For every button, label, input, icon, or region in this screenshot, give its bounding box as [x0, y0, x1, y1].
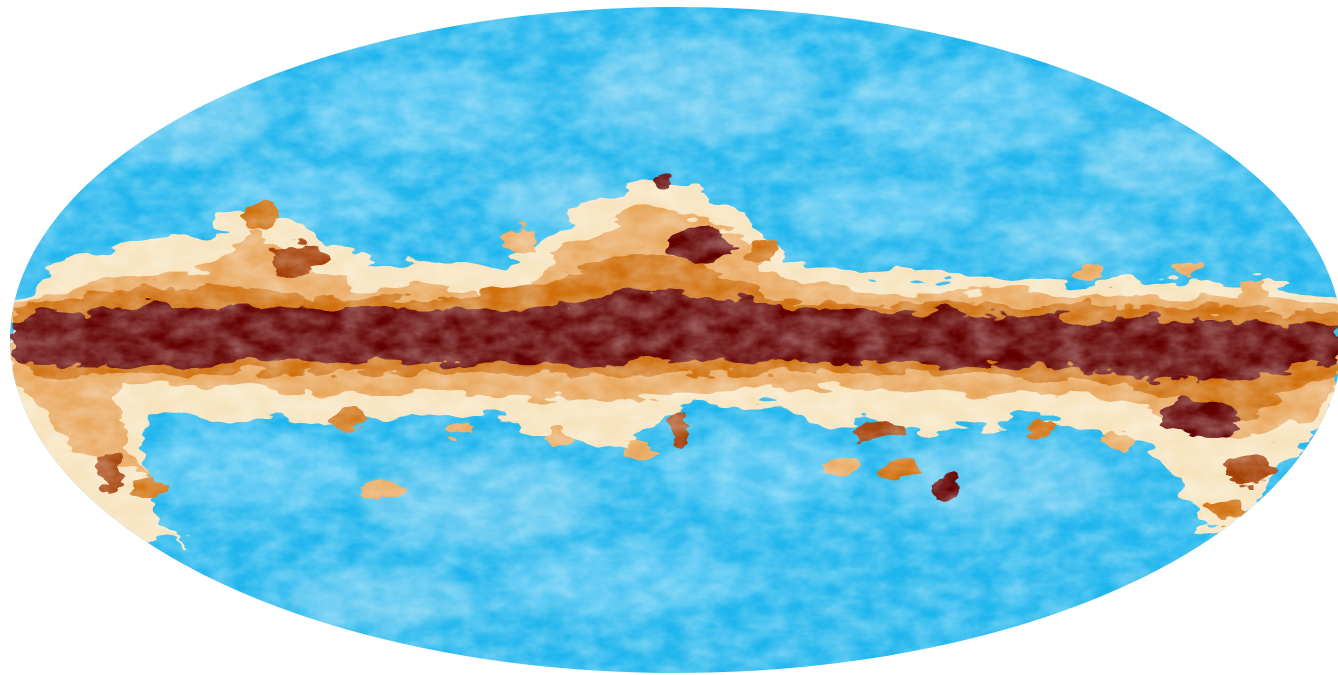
mollweide-sky-map	[10, 7, 1338, 673]
all-sky-map	[10, 7, 1338, 673]
sky-layer	[10, 7, 1338, 673]
sky-texture	[10, 7, 1338, 673]
